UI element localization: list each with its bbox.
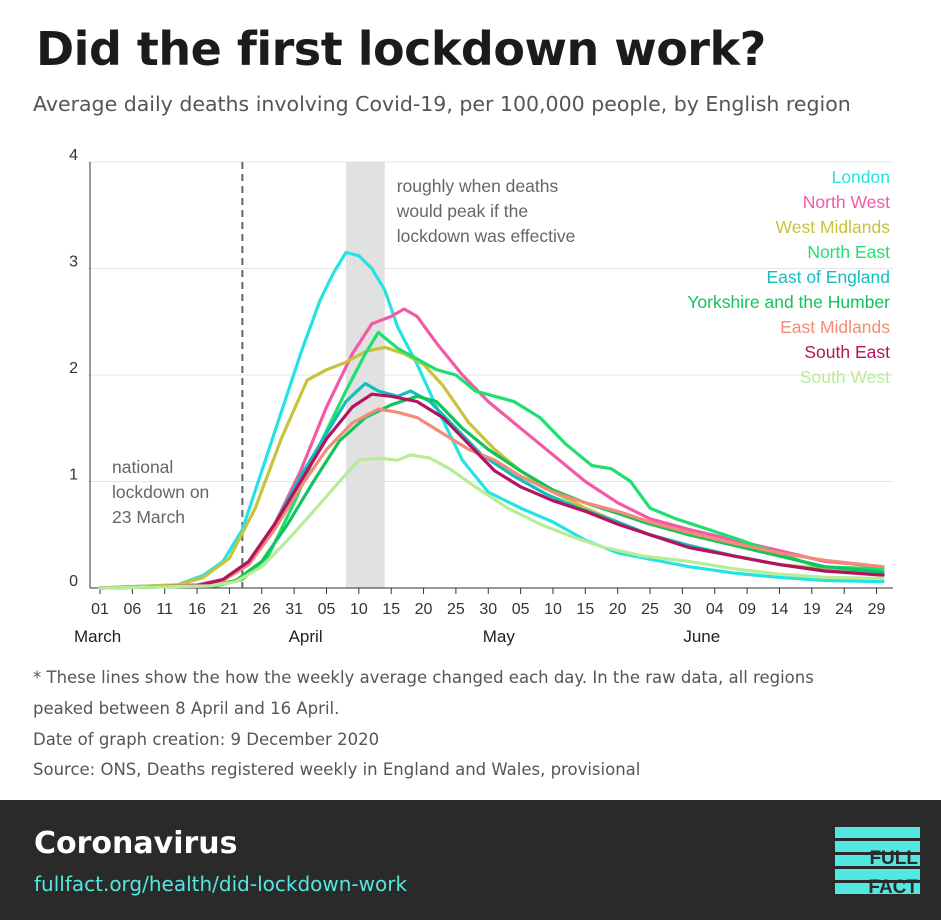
gridlines: 0 1 2 3 4 — [69, 147, 893, 590]
legend-entry: North East — [807, 242, 890, 262]
footnote-line-1: * These lines show the how the weekly av… — [33, 668, 814, 687]
series-line — [98, 453, 885, 590]
x-tick-label: 20 — [415, 601, 433, 618]
page-title: Did the first lockdown work? — [36, 22, 766, 76]
x-tick-label: 16 — [188, 601, 206, 618]
x-tick-label: 10 — [350, 601, 368, 618]
article-link[interactable]: fullfact.org/health/did-lockdown-work — [34, 872, 408, 896]
footnote-line-2: peaked between 8 April and 16 April. — [33, 699, 340, 718]
source-note: Source: ONS, Deaths registered weekly in… — [33, 760, 641, 779]
logo-text-full: FULL — [869, 848, 918, 869]
logo-text-fact: FACT — [868, 877, 918, 898]
y-tick-label: 2 — [69, 360, 78, 377]
full-fact-logo-icon: FULL FACT — [835, 827, 920, 898]
chart-subtitle: Average daily deaths involving Covid-19,… — [33, 92, 851, 116]
series-line — [98, 392, 885, 590]
band-annotation-line: lockdown was effective — [397, 226, 576, 246]
legend-entry: Yorkshire and the Humber — [687, 292, 890, 312]
month-label: May — [483, 627, 516, 646]
x-tick-label: 05 — [318, 601, 336, 618]
band-annotation-line: roughly when deaths — [397, 176, 559, 196]
x-tick-label: 21 — [221, 601, 239, 618]
month-label: March — [74, 627, 121, 646]
series-line — [98, 250, 885, 590]
x-tick-label: 14 — [771, 601, 789, 618]
x-tick-label: 06 — [123, 601, 141, 618]
legend-entry: East Midlands — [780, 317, 890, 337]
x-tick-label: 31 — [285, 601, 303, 618]
x-tick-label: 19 — [803, 601, 821, 618]
legend-entry: London — [832, 167, 890, 187]
x-tick-label: 26 — [253, 601, 271, 618]
legend: London North West West Midlands North East E… — [687, 167, 890, 387]
band-annotation-line: would peak if the — [396, 201, 528, 221]
legend-entry: South East — [804, 342, 890, 362]
x-tick-label: 10 — [544, 601, 562, 618]
series-lines — [98, 250, 885, 590]
x-tick-label: 30 — [479, 601, 497, 618]
lockdown-annotation-line: lockdown on — [112, 482, 209, 502]
legend-entry: South West — [800, 367, 890, 387]
month-label: April — [289, 627, 323, 646]
x-tick-label: 05 — [512, 601, 530, 618]
series-line — [98, 394, 885, 590]
legend-entry: North West — [803, 192, 890, 212]
footer-banner: Coronavirus fullfact.org/health/did-lock… — [0, 800, 941, 920]
x-tick-label: 30 — [673, 601, 691, 618]
x-tick-label: 24 — [835, 601, 853, 618]
line-chart: roughly when deaths would peak if the lock… — [69, 147, 893, 646]
y-tick-label: 0 — [69, 573, 78, 590]
x-tick-label: 04 — [706, 601, 724, 618]
y-tick-label: 1 — [69, 467, 78, 484]
series-line — [98, 307, 885, 590]
creation-date-note: Date of graph creation: 9 December 2020 — [33, 730, 380, 749]
y-tick-label: 3 — [69, 254, 78, 271]
x-tick-label: 20 — [609, 601, 627, 618]
series-line — [98, 381, 885, 590]
topic-title: Coronavirus — [34, 826, 238, 861]
lockdown-annotation-line: 23 March — [112, 507, 185, 527]
x-tick-label: 29 — [868, 601, 886, 618]
month-label: June — [683, 627, 720, 646]
x-tick-label: 11 — [156, 601, 173, 618]
legend-entry: East of England — [766, 267, 890, 287]
x-tick-label: 25 — [641, 601, 659, 618]
x-tick-label: 15 — [382, 601, 400, 618]
x-tick-label: 01 — [91, 601, 109, 618]
x-tick-label: 25 — [447, 601, 465, 618]
y-tick-label: 4 — [69, 147, 78, 164]
legend-entry: West Midlands — [776, 217, 891, 237]
axes: 01 06 11 16 21 26 31 05 10 15 20 25 30 05 10 15 20 25 30 04… — [74, 162, 893, 646]
x-tick-label: 09 — [738, 601, 756, 618]
series-line — [98, 407, 885, 590]
x-tick-label: 15 — [576, 601, 594, 618]
lockdown-group: national lockdown on 23 March — [112, 162, 244, 588]
lockdown-annotation-line: national — [112, 457, 173, 477]
